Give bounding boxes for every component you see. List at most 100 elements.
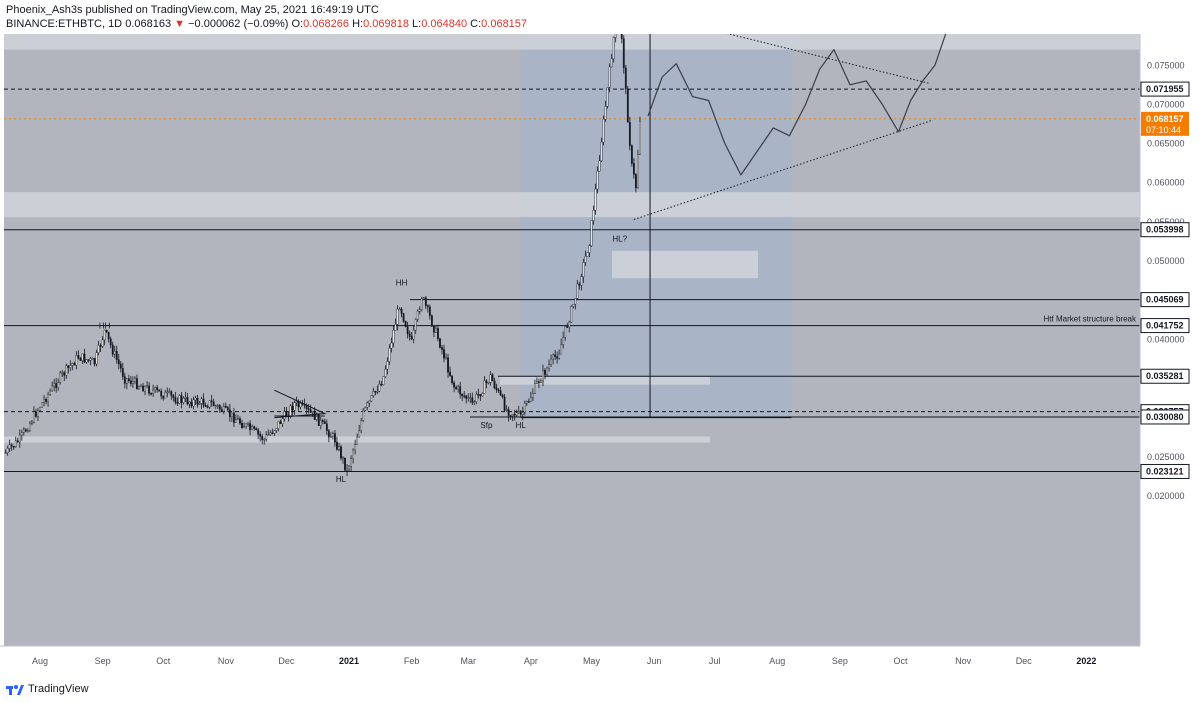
candle-body [271, 432, 274, 434]
candle-body [538, 381, 540, 383]
tradingview-logo[interactable]: TradingView [6, 683, 89, 695]
candle-body [57, 382, 60, 388]
candle-body [560, 344, 563, 355]
candle-body [247, 423, 249, 425]
candle-body [136, 378, 138, 389]
candle-body [315, 413, 318, 420]
candle-body [531, 393, 534, 398]
candle-body [517, 410, 520, 413]
candle-body [142, 385, 144, 392]
time-axis[interactable]: Aug Sep Oct Nov Dec 2021 Feb Mar Apr May Jun Jul Aug… [0, 645, 1200, 678]
candle-body [481, 393, 484, 397]
candle-body [121, 368, 124, 377]
candle-body [598, 160, 601, 172]
candle-body [103, 329, 106, 341]
candle-body [307, 408, 310, 410]
candle-body [626, 88, 629, 123]
candle-body [473, 401, 476, 403]
candle-body [404, 321, 407, 327]
candle-body [10, 444, 13, 447]
candle-body [127, 378, 130, 382]
candle-body [267, 434, 270, 436]
candle-body [233, 412, 235, 423]
candle-body [289, 405, 292, 417]
candle-body [291, 405, 294, 411]
last-price-badge [1141, 111, 1189, 136]
candle-body [467, 397, 470, 399]
price-level-badge-value: 0.023121 [1146, 466, 1184, 476]
symbol-label[interactable]: BINANCE:ETHBTC, 1D [6, 18, 123, 30]
candle-body [230, 412, 233, 417]
candle-body [293, 402, 296, 411]
x-tick-label: Sep [832, 656, 848, 666]
candle-body [568, 321, 571, 328]
candle-body [376, 391, 379, 393]
candle-body [20, 432, 23, 436]
candle-body [113, 350, 116, 355]
tradingview-icon [6, 685, 24, 695]
candle-body [81, 353, 84, 361]
candle-body [198, 403, 201, 405]
hl-label-mar: HL [516, 421, 527, 430]
candle-body [119, 363, 122, 369]
chart-area[interactable]: HHHHHHHLSfpHLHL?Htf Market structure bre… [0, 34, 1200, 678]
low-label: L: [412, 18, 422, 30]
candle-body [255, 428, 258, 431]
candle-body [590, 220, 593, 246]
candle-body [614, 34, 617, 38]
candle-body [202, 398, 205, 406]
change-value: −0.000062 (−0.09%) [188, 18, 289, 30]
demand-box [612, 250, 758, 279]
candle-body [327, 430, 330, 438]
x-tick-label: Apr [524, 656, 538, 666]
tradingview-brand: TradingView [28, 683, 89, 695]
y-tick-label: 0.065000 [1147, 139, 1185, 149]
small-zone [500, 376, 710, 385]
candle-body [222, 405, 225, 412]
candle-body [156, 387, 159, 390]
drawings-layer [274, 34, 947, 419]
candle-body [479, 394, 482, 397]
hh-label-sep: HH [99, 321, 111, 330]
candle-body [73, 363, 76, 366]
candle-body [277, 421, 280, 429]
candle-body [439, 338, 441, 348]
x-tick-label: 2021 [339, 656, 359, 666]
candle-body [297, 401, 300, 408]
last-price-badge-value: 0.068157 [1146, 114, 1184, 124]
candle-body [263, 438, 266, 441]
candle-body [208, 400, 211, 408]
candle-body [483, 380, 486, 394]
candle-body [16, 440, 19, 443]
candle-body [275, 428, 278, 431]
candles-layer [4, 34, 641, 477]
candle-body [210, 400, 213, 403]
candle-body [410, 336, 413, 340]
candle-body [441, 347, 443, 350]
candle-body [354, 444, 357, 451]
candle-body [14, 440, 17, 448]
y-tick-label: 0.040000 [1147, 334, 1185, 344]
candle-body [269, 432, 272, 435]
candle-body [41, 402, 43, 408]
candle-body [18, 434, 21, 443]
candle-body [374, 391, 377, 393]
candle-body [572, 303, 575, 307]
candle-body [428, 306, 431, 316]
candle-body [378, 384, 381, 392]
candle-body [632, 163, 635, 175]
price-level-badge-value: 0.041752 [1146, 321, 1184, 331]
candle-body [578, 283, 581, 286]
candle-body [111, 344, 114, 355]
candle-body [360, 420, 363, 432]
price-level-badge-value: 0.045069 [1146, 295, 1184, 305]
price-axis[interactable]: 0.0200000.0250000.0300000.0350000.040000… [1139, 34, 1190, 646]
candle-body [281, 418, 284, 424]
x-tick-label: Nov [955, 656, 972, 666]
candle-body [323, 421, 326, 424]
candle-body [243, 426, 245, 429]
candle-body [109, 338, 112, 346]
candle-body [356, 436, 359, 445]
candle-body [513, 413, 516, 416]
candle-body [469, 397, 472, 399]
